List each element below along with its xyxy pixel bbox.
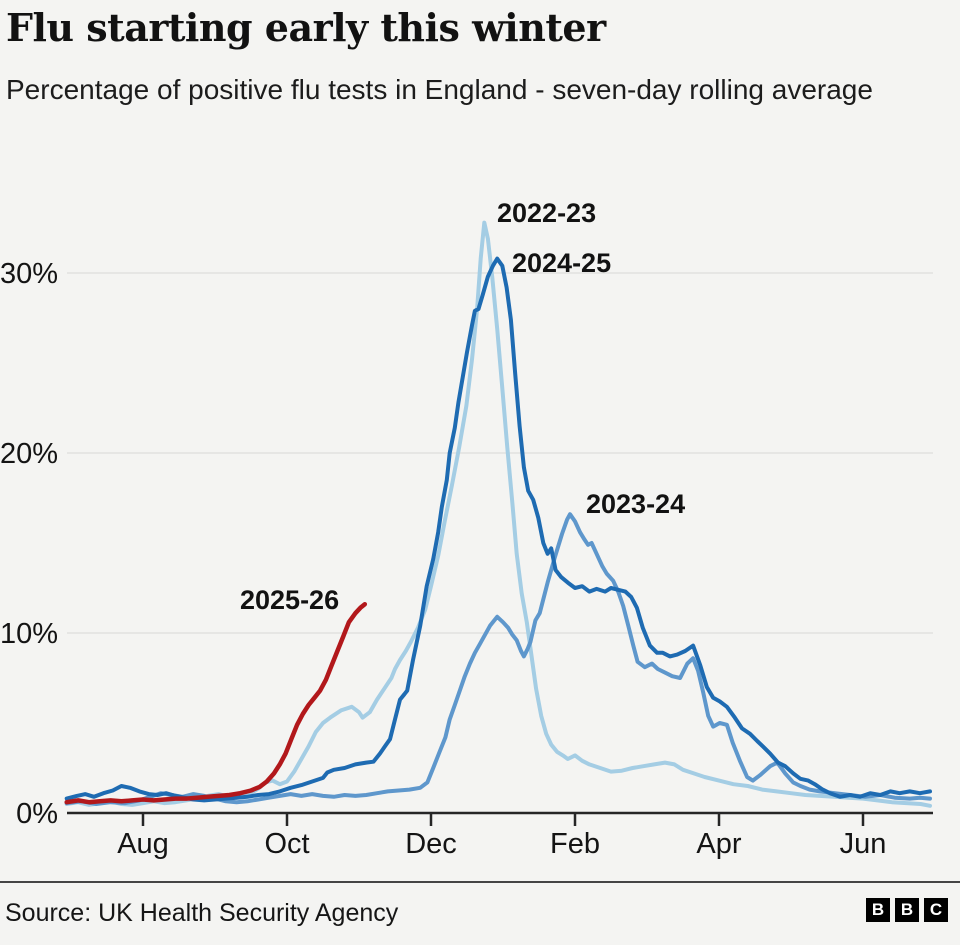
x-axis-label-Feb: Feb [550,828,600,860]
bbc-logo-block-2: B [895,898,919,922]
y-axis-label-20%: 20% [0,438,59,470]
y-axis-label-30%: 30% [0,258,59,290]
page-title: Flu starting early this winter [6,5,606,50]
bbc-logo-block-1: B [866,898,890,922]
x-axis-label-Oct: Oct [264,828,310,860]
y-axis-label-10%: 10% [0,618,59,650]
series-line-2022-23 [64,220,932,808]
x-axis-label-Apr: Apr [696,828,742,860]
x-axis-label-Jun: Jun [839,828,887,860]
source-credit: Source: UK Health Security Agency [5,899,399,927]
x-axis-label-Dec: Dec [405,828,457,860]
series-label-2022-23: 2022-23 [497,198,597,228]
series-label-2025-26: 2025-26 [240,585,340,615]
footer-divider [0,881,960,883]
page-subtitle: Percentage of positive flu tests in Engl… [6,74,873,105]
y-axis-label-0%: 0% [16,798,58,830]
series-label-2024-25: 2024-25 [512,248,612,278]
series-line-2023-24 [64,512,932,806]
series-line-2025-26 [64,601,368,805]
x-axis-label-Aug: Aug [117,828,169,860]
series-label-2023-24: 2023-24 [586,489,686,519]
series-line-2024-25 [64,256,932,803]
bbc-logo-block-3: C [924,898,948,922]
